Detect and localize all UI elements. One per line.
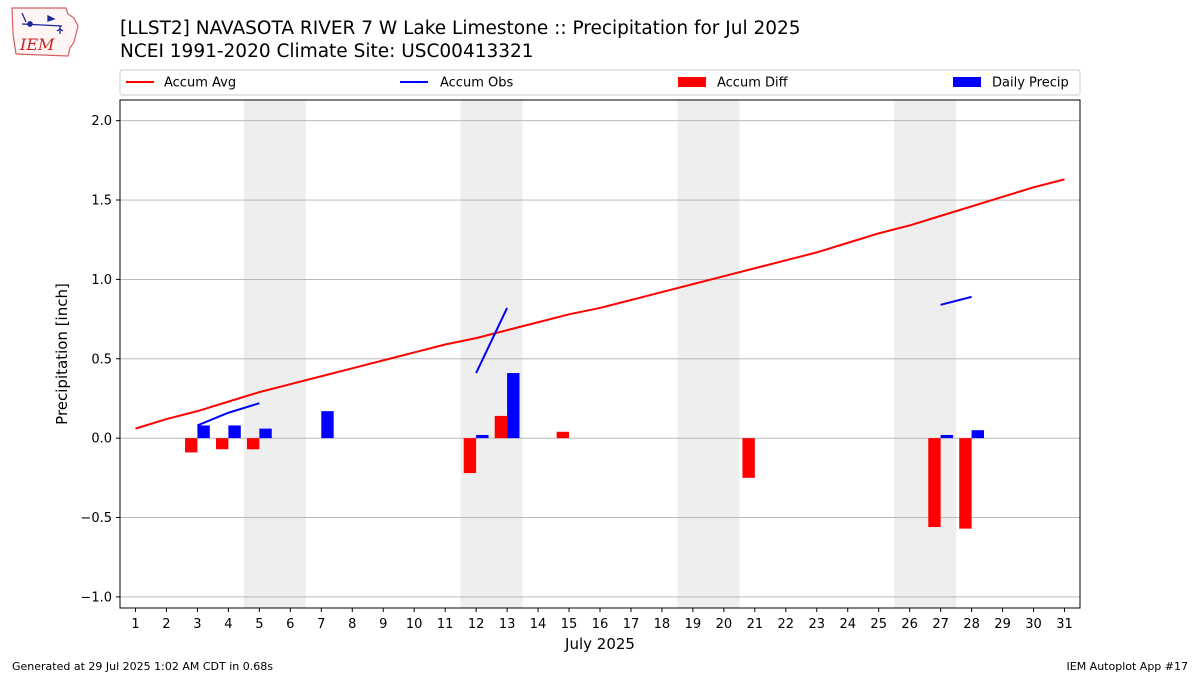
- accum-obs-line: [197, 402, 260, 427]
- accum-avg-line: [135, 178, 1065, 430]
- legend-label-accum-diff: Accum Diff: [717, 76, 789, 91]
- accum-diff-bar: [556, 431, 570, 439]
- iowa-state-outline-icon: [11, 7, 79, 57]
- daily-precip-bar: [507, 373, 520, 439]
- x-tick-label: 4: [224, 617, 232, 632]
- y-tick-label: 0.5: [91, 352, 112, 367]
- logo-text: IEM: [19, 35, 55, 54]
- weekend-shade: [677, 100, 740, 608]
- legend-box: [119, 69, 1081, 96]
- x-tick-label: 22: [778, 617, 795, 632]
- accum-diff-bar: [463, 438, 477, 474]
- x-tick-label: 20: [716, 617, 733, 632]
- x-tick-label: 10: [406, 617, 423, 632]
- accum-diff-bar: [494, 415, 508, 439]
- y-tick-label: 0.0: [91, 432, 112, 447]
- daily-precip-bar: [971, 430, 984, 439]
- plot-frame: [119, 99, 1081, 609]
- generated-timestamp: Generated at 29 Jul 2025 1:02 AM CDT in …: [12, 660, 273, 673]
- x-tick-label: 16: [592, 617, 609, 632]
- y-tick-label: 2.0: [91, 114, 112, 129]
- daily-precip-bar: [321, 411, 334, 439]
- daily-precip-bar: [476, 434, 489, 439]
- accum-diff-bar: [246, 438, 260, 450]
- x-tick-label: 2: [162, 617, 170, 632]
- x-tick-label: 28: [963, 617, 980, 632]
- x-tick-label: 13: [499, 617, 516, 632]
- chart-title: [LLST2] NAVASOTA RIVER 7 W Lake Limeston…: [120, 18, 801, 39]
- chart-subtitle: NCEI 1991-2020 Climate Site: USC00413321: [120, 41, 534, 62]
- x-tick-label: 24: [839, 617, 856, 632]
- accum-diff-bar: [959, 438, 972, 529]
- x-tick-label: 1: [131, 617, 139, 632]
- daily-precip-bar: [197, 425, 210, 439]
- x-tick-label: 7: [317, 617, 325, 632]
- daily-precip-bar: [259, 428, 272, 439]
- accum-obs-line: [940, 295, 972, 306]
- iem-logo: IEM: [11, 7, 79, 57]
- weather-station-icon: [21, 12, 64, 34]
- legend-swatch-accum-diff: [678, 77, 706, 87]
- accum-diff-bar: [185, 438, 198, 453]
- chart-title-block: [LLST2] NAVASOTA RIVER 7 W Lake Limeston…: [120, 17, 801, 63]
- x-tick-label: 29: [994, 617, 1011, 632]
- legend-label-daily-precip: Daily Precip: [992, 76, 1069, 91]
- x-tick-label: 12: [468, 617, 485, 632]
- accum-diff-bar: [928, 438, 941, 528]
- weekend-shade: [460, 100, 523, 608]
- x-tick-label: 9: [379, 617, 387, 632]
- x-tick-label: 19: [685, 617, 702, 632]
- y-tick-label: −1.0: [80, 590, 112, 605]
- x-tick-label: 25: [870, 617, 887, 632]
- x-tick-label: 18: [654, 617, 671, 632]
- y-tick-label: −0.5: [80, 511, 112, 526]
- x-axis-label: July 2025: [564, 635, 635, 653]
- accum-obs-line: [475, 307, 508, 374]
- daily-precip-bar: [940, 434, 954, 439]
- x-tick-label: 26: [901, 617, 918, 632]
- x-tick-label: 23: [809, 617, 826, 632]
- y-tick-label: 1.0: [91, 273, 112, 288]
- weekend-shade: [894, 100, 957, 608]
- x-tick-label: 31: [1056, 617, 1073, 632]
- x-tick-label: 11: [437, 617, 454, 632]
- x-tick-label: 6: [286, 617, 294, 632]
- weekend-shade: [243, 100, 306, 608]
- x-tick-label: 15: [561, 617, 578, 632]
- daily-precip-bar: [228, 425, 241, 439]
- x-tick-label: 3: [193, 617, 201, 632]
- x-tick-label: 5: [255, 617, 263, 632]
- legend-swatch-daily-precip: [953, 77, 981, 87]
- x-tick-label: 30: [1025, 617, 1042, 632]
- y-axis-label: Precipitation [inch]: [53, 283, 71, 425]
- accum-diff-bar: [216, 438, 229, 450]
- autoplot-app-label: IEM Autoplot App #17: [1066, 660, 1189, 673]
- x-tick-label: 21: [747, 617, 764, 632]
- x-tick-label: 8: [348, 617, 356, 632]
- x-tick-label: 17: [623, 617, 640, 632]
- x-tick-label: 27: [932, 617, 949, 632]
- legend-label-accum-avg: Accum Avg: [164, 76, 236, 91]
- accum-diff-bar: [742, 438, 755, 478]
- y-tick-label: 1.5: [91, 194, 112, 209]
- legend-label-accum-obs: Accum Obs: [440, 76, 513, 91]
- x-tick-label: 14: [530, 617, 547, 632]
